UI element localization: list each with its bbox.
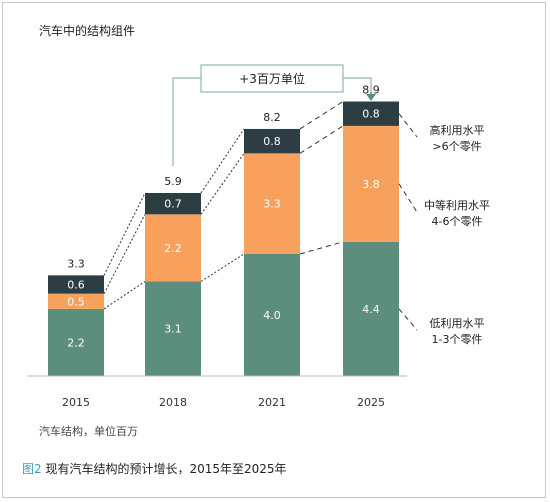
bar-segment-2018-0 [145,281,201,376]
x-tick-label-2025: 2025 [357,396,385,409]
bar-segment-2025-2 [343,101,399,126]
legend-sublabel-2: >6个零件 [432,140,481,153]
bar-segment-2015-1 [48,293,104,309]
connector-0-1 [103,214,146,294]
growth-label: +3百万单位 [239,71,305,86]
data-label-2018-0: 3.1 [164,323,182,336]
figure-caption-text: 现有汽车结构的预计增长，2015年至2025年 [45,462,287,476]
connector-1-2 [200,128,245,194]
connector-1-0 [200,253,245,282]
figure-caption: 图2 现有汽车结构的预计增长，2015年至2025年 [22,460,287,477]
bar-segment-2021-1 [244,153,300,254]
x-tick-label-2015: 2015 [62,396,90,409]
bar-segment-2021-2 [244,128,300,154]
legend-leader-1 [398,183,418,213]
legend-label-1: 中等利用水平 [424,198,490,212]
chart-title: 汽车中的结构组件 [39,23,135,38]
data-label-2021-1: 3.3 [263,198,281,211]
data-label-2021-0: 4.0 [263,309,281,322]
x-tick-label-2018: 2018 [159,396,187,409]
data-label-2015-2: 0.6 [67,279,85,292]
total-label-2025: 8.9 [362,84,380,97]
figure-frame: 汽车中的结构组件 +3百万单位 2.2 0.5 0.6 3.3 3.1 2.2 0.7 5.9… [2,2,546,498]
data-label-2015-0: 2.2 [67,336,85,349]
legend-label-0: 低利用水平 [430,317,485,330]
bar-segment-2025-0 [343,241,399,376]
data-label-2021-2: 0.8 [263,135,281,148]
bar-segment-2018-2 [145,193,201,215]
growth-bracket-line-right [343,77,372,95]
legend-sublabel-1: 4-6个零件 [432,215,483,228]
data-label-2025-1: 3.8 [362,178,380,191]
x-tick-label-2021: 2021 [258,396,286,409]
bars: 2.2 0.5 0.6 3.3 3.1 2.2 0.7 5.9 4.0 3.3 0.8 8.2 4.4 3… [48,84,399,376]
connector-2-0 [299,241,344,255]
x-tick-labels: 2015 2018 2021 2025 [62,396,385,409]
growth-label-box [200,64,344,93]
bar-segment-2018-1 [145,214,201,282]
growth-annotation: +3百万单位 [172,64,376,166]
legend-label-2: 高利用水平 [430,123,485,137]
bar-segment-2025-1 [343,125,399,242]
data-label-2018-2: 0.7 [164,198,182,211]
data-label-2025-2: 0.8 [362,108,380,121]
total-label-2021: 8.2 [263,111,281,124]
bar-segment-2015-0 [48,308,104,376]
data-label-2025-0: 4.4 [362,303,380,316]
total-label-2018: 5.9 [164,175,182,188]
total-label-2015: 3.3 [67,257,85,270]
legend-leader-2 [398,113,418,138]
connector-1-1 [200,153,245,215]
data-label-2018-1: 2.2 [164,242,182,255]
bar-segment-2021-0 [244,254,300,376]
bar-segment-2015-2 [48,275,104,294]
connector-2-2 [299,101,344,130]
chart-footnote: 汽车结构，单位百万 [39,424,138,438]
connector-lines [103,101,344,310]
connector-2-1 [299,125,344,154]
connector-0-0 [103,281,146,310]
stacked-bar-chart: 汽车中的结构组件 +3百万单位 2.2 0.5 0.6 3.3 3.1 2.2 0.7 5.9… [27,23,490,438]
legend-leader-0 [398,308,418,331]
figure-number: 图2 [22,462,42,476]
data-label-2015-1: 0.5 [67,295,85,308]
growth-arrow-head-icon [366,94,376,101]
legend-sublabel-0: 1-3个零件 [432,333,483,346]
growth-bracket-line [172,77,201,166]
connector-0-2 [103,192,146,276]
